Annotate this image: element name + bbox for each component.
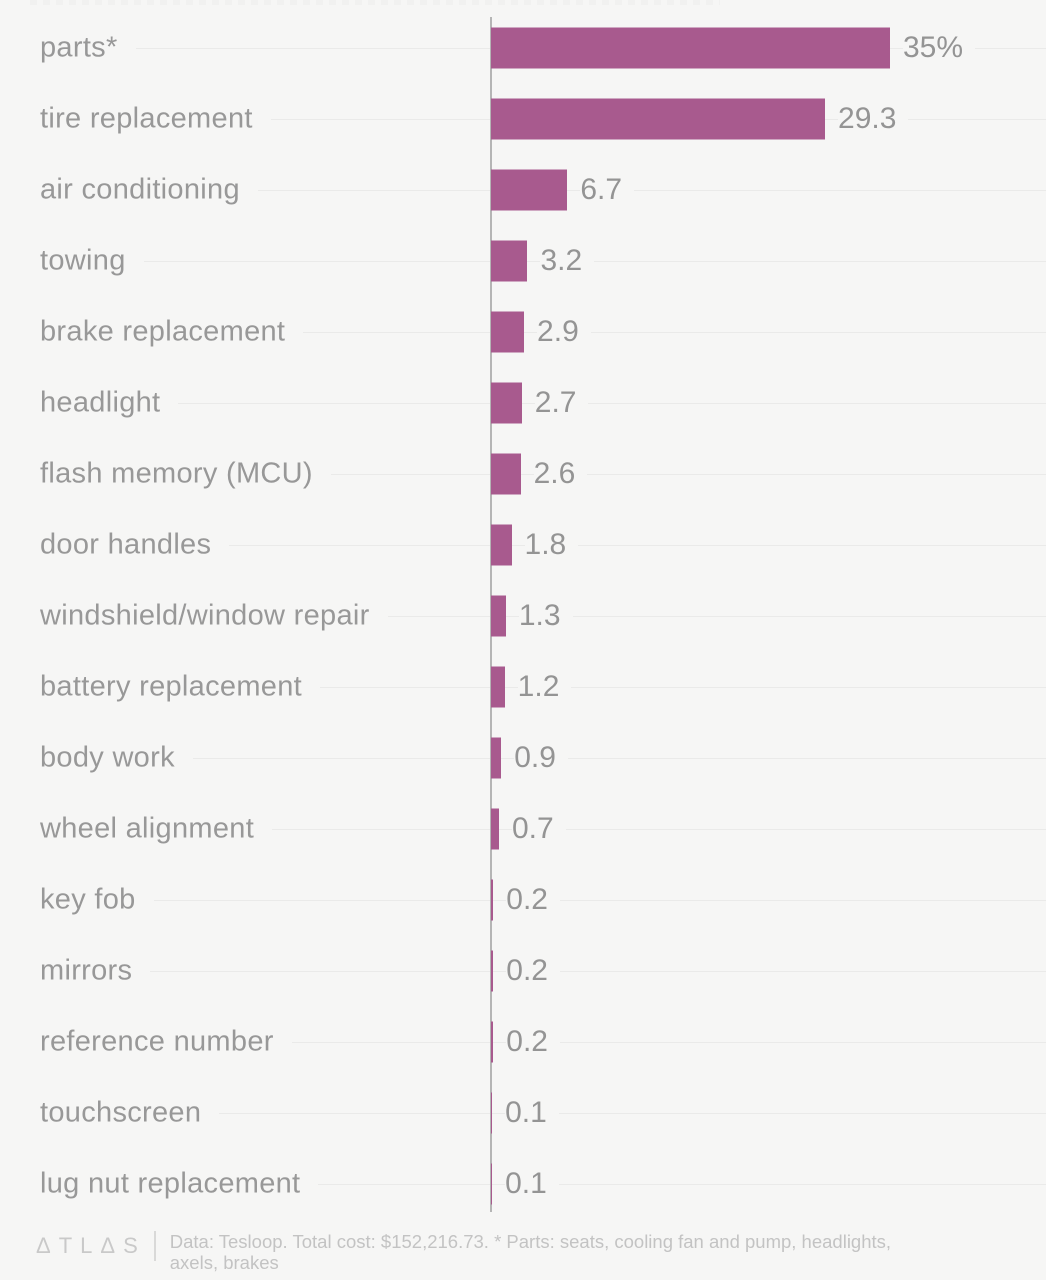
- value-label: 0.2: [506, 1020, 560, 1063]
- chart-row: body work 0.9: [0, 722, 1046, 793]
- value-label: 0.2: [506, 949, 560, 992]
- chart-row: mirrors 0.2: [0, 935, 1046, 1006]
- category-label: reference number: [0, 1020, 292, 1063]
- bar-chart: parts* 35% tire replacement 29.3 air conditi…: [0, 0, 1046, 1219]
- bar: [491, 311, 525, 352]
- category-label: towing: [0, 239, 144, 282]
- bar: [491, 453, 521, 494]
- category-label: air conditioning: [0, 168, 258, 211]
- category-label: key fob: [0, 878, 154, 921]
- bar: [491, 1163, 493, 1204]
- value-label: 0.9: [514, 736, 568, 779]
- chart-row: battery replacement 1.2: [0, 651, 1046, 722]
- bar: [491, 27, 890, 68]
- bar: [491, 737, 502, 778]
- chart-row: brake replacement 2.9: [0, 296, 1046, 367]
- bar: [491, 382, 522, 423]
- atlas-logo: ΔTLΔS: [36, 1233, 146, 1258]
- chart-row: key fob 0.2: [0, 864, 1046, 935]
- category-label: flash memory (MCU): [0, 452, 331, 495]
- bar: [491, 98, 826, 139]
- bar: [491, 808, 499, 849]
- category-label: door handles: [0, 523, 230, 566]
- bar: [491, 1021, 494, 1062]
- category-label: wheel alignment: [0, 807, 273, 850]
- value-label: 1.8: [524, 523, 579, 566]
- value-label: 3.2: [540, 239, 595, 282]
- chart-row: wheel alignment 0.7: [0, 793, 1046, 864]
- bar: [491, 240, 528, 281]
- category-label: tire replacement: [0, 97, 271, 140]
- value-label: 35%: [903, 26, 976, 69]
- value-label: 1.3: [518, 594, 573, 637]
- category-label: mirrors: [0, 949, 151, 992]
- value-label: 0.2: [506, 878, 560, 921]
- value-label: 0.1: [505, 1162, 559, 1205]
- chart-row: reference number 0.2: [0, 1006, 1046, 1077]
- chart-row: towing 3.2: [0, 225, 1046, 296]
- chart-row: flash memory (MCU) 2.6: [0, 438, 1046, 509]
- chart-row: touchscreen 0.1: [0, 1077, 1046, 1148]
- category-label: lug nut replacement: [0, 1162, 319, 1205]
- value-label: 1.2: [517, 665, 572, 708]
- row-gridline: [0, 402, 1046, 404]
- value-label: 0.7: [511, 807, 566, 850]
- category-label: parts*: [0, 26, 136, 69]
- bar-rows: parts* 35% tire replacement 29.3 air conditi…: [0, 12, 1046, 1219]
- category-label: touchscreen: [0, 1091, 220, 1134]
- chart-row: lug nut replacement 0.1: [0, 1148, 1046, 1219]
- value-label: 0.1: [505, 1091, 559, 1134]
- bar: [491, 169, 568, 210]
- chart-row: tire replacement 29.3: [0, 83, 1046, 154]
- bar: [491, 1092, 493, 1133]
- chart-row: door handles 1.8: [0, 509, 1046, 580]
- category-label: battery replacement: [0, 665, 320, 708]
- chart-row: headlight 2.7: [0, 367, 1046, 438]
- category-label: headlight: [0, 381, 179, 424]
- bar: [491, 595, 506, 636]
- footer-divider: [153, 1231, 156, 1261]
- chart-footer: ΔTLΔS Data: Tesloop. Total cost: $152,21…: [0, 1219, 1046, 1280]
- cropped-title-remnant: [30, 0, 720, 5]
- value-label: 2.6: [533, 452, 588, 495]
- row-gridline: [0, 544, 1046, 546]
- value-label: 2.7: [534, 381, 589, 424]
- category-label: brake replacement: [0, 310, 304, 353]
- bar: [491, 524, 512, 565]
- source-note: Data: Tesloop. Total cost: $152,216.73. …: [170, 1231, 891, 1273]
- chart-row: parts* 35%: [0, 12, 1046, 83]
- value-label: 29.3: [838, 97, 909, 140]
- category-label: windshield/window repair: [0, 594, 388, 637]
- source-note-line1: Data: Tesloop. Total cost: $152,216.73. …: [169, 1231, 892, 1252]
- chart-row: air conditioning 6.7: [0, 154, 1046, 225]
- bar: [491, 950, 494, 991]
- bar: [491, 666, 505, 707]
- source-note-line2: axels, brakes: [169, 1252, 279, 1273]
- bar: [491, 879, 494, 920]
- chart-row: windshield/window repair 1.3: [0, 580, 1046, 651]
- category-label: body work: [0, 736, 193, 779]
- value-label: 2.9: [537, 310, 591, 353]
- value-label: 6.7: [580, 168, 635, 211]
- row-gridline: [0, 473, 1046, 475]
